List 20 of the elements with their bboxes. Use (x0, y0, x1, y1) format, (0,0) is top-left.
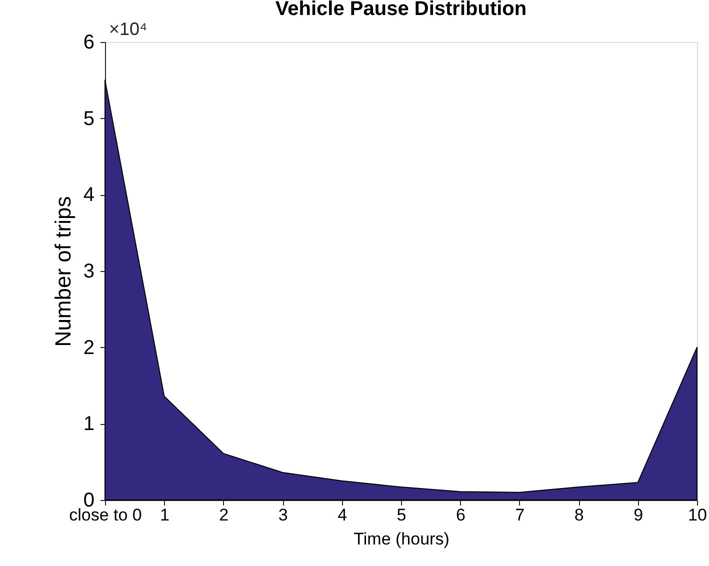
x-tick-label: 5 (396, 506, 406, 524)
y-tick-label: 3 (83, 260, 94, 282)
y-tick-label: 6 (83, 32, 94, 54)
x-tick-label: 2 (219, 506, 229, 524)
x-tick-label: 4 (338, 506, 348, 524)
x-tick-label: 3 (278, 506, 288, 524)
y-tick-label: 5 (83, 108, 94, 130)
x-tick-label: 6 (456, 506, 466, 524)
y-tick-label: 1 (83, 413, 94, 436)
y-tick-label: 2 (83, 336, 94, 359)
y-axis-title: Number of trips (50, 196, 76, 347)
x-tick-label: 8 (574, 506, 584, 524)
chart-title: Vehicle Pause Distribution (275, 0, 527, 20)
text: ×10⁴ (109, 19, 148, 39)
x-tick-label: 9 (634, 506, 644, 524)
x-tick-label: 10 (688, 506, 707, 524)
y-tick-label: 4 (83, 184, 94, 206)
x-tick-label: 1 (160, 506, 170, 524)
x-tick-label: 7 (515, 506, 525, 524)
x-axis-title: Time (hours) (354, 530, 450, 548)
